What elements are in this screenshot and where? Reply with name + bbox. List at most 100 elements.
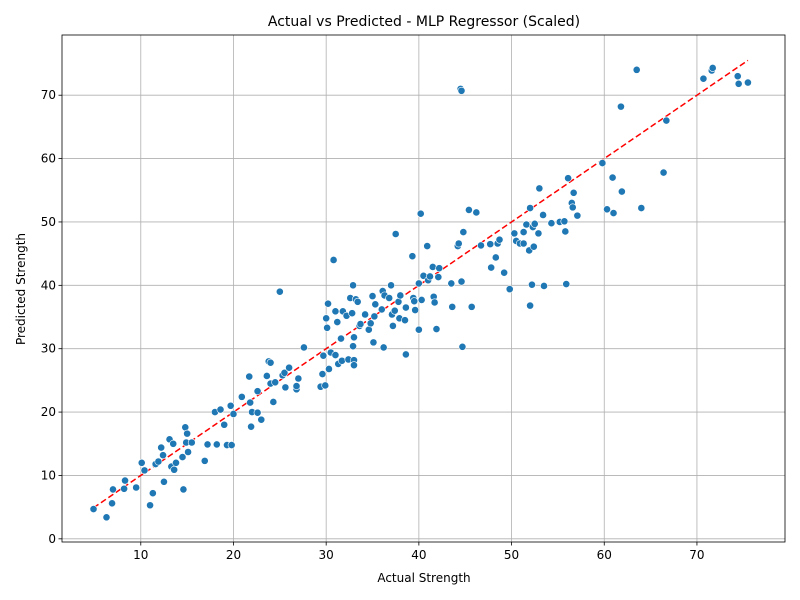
data-point xyxy=(178,453,187,461)
data-point xyxy=(266,358,275,367)
x-tick-label: 60 xyxy=(597,548,612,562)
data-point xyxy=(458,342,467,351)
y-tick-label: 0 xyxy=(48,532,56,546)
data-point xyxy=(148,489,157,498)
data-point xyxy=(294,374,303,383)
data-point xyxy=(632,65,641,74)
data-point xyxy=(430,298,439,307)
data-point xyxy=(410,297,419,306)
data-point xyxy=(459,228,468,236)
data-point xyxy=(247,422,255,431)
data-point xyxy=(423,242,432,250)
data-point xyxy=(603,205,611,214)
data-point xyxy=(169,439,178,448)
data-point xyxy=(172,458,180,467)
data-point xyxy=(408,252,417,261)
data-point xyxy=(617,187,626,196)
data-point xyxy=(377,305,386,314)
data-point xyxy=(519,228,528,236)
y-tick-label: 10 xyxy=(41,468,56,482)
data-point xyxy=(179,485,188,494)
data-point xyxy=(325,365,333,373)
data-point xyxy=(491,253,500,262)
data-point xyxy=(568,203,577,212)
data-point xyxy=(271,378,280,387)
data-point xyxy=(318,370,327,378)
data-point xyxy=(569,188,578,197)
y-tick-label: 20 xyxy=(41,405,56,419)
data-point xyxy=(321,381,330,390)
data-point xyxy=(435,264,444,273)
data-point xyxy=(108,499,116,508)
data-point xyxy=(154,457,163,466)
data-point xyxy=(699,74,708,83)
data-point xyxy=(530,219,539,228)
data-point xyxy=(245,372,254,381)
data-point xyxy=(457,277,466,286)
data-point xyxy=(547,219,556,228)
data-point xyxy=(331,307,340,316)
y-tick-label: 50 xyxy=(41,215,56,229)
data-point xyxy=(540,282,548,290)
x-tick-label: 70 xyxy=(689,548,704,562)
data-point xyxy=(526,204,534,212)
y-tick-label: 70 xyxy=(41,88,56,102)
data-point xyxy=(744,78,752,87)
data-point xyxy=(411,306,420,314)
data-point xyxy=(262,372,271,380)
x-tick-label: 40 xyxy=(411,548,426,562)
data-point xyxy=(337,334,345,343)
y-tick-label: 30 xyxy=(41,342,56,356)
data-point xyxy=(184,448,192,456)
data-point xyxy=(132,483,141,492)
data-point xyxy=(598,159,607,167)
data-point xyxy=(229,410,238,418)
data-point xyxy=(300,343,308,352)
y-tick-label: 60 xyxy=(41,152,56,166)
data-point xyxy=(534,229,543,238)
data-point xyxy=(237,392,246,401)
data-point xyxy=(200,456,209,465)
data-point xyxy=(401,316,409,325)
data-point xyxy=(216,405,225,414)
data-point xyxy=(609,209,618,217)
data-point xyxy=(89,505,98,513)
data-point xyxy=(220,420,229,429)
data-point xyxy=(369,338,378,347)
data-point xyxy=(281,383,290,392)
data-point xyxy=(292,382,301,390)
data-point xyxy=(120,484,129,493)
y-axis-label: Predicted Strength xyxy=(14,233,28,345)
x-tick-label: 50 xyxy=(504,548,519,562)
data-point xyxy=(733,72,742,81)
data-point xyxy=(140,466,149,475)
data-point xyxy=(253,408,262,417)
data-point xyxy=(401,303,410,312)
data-point xyxy=(322,314,331,323)
chart-title: Actual vs Predicted - MLP Regressor (Sca… xyxy=(268,14,580,30)
data-point xyxy=(637,204,646,212)
x-tick-label: 10 xyxy=(133,548,148,562)
data-point xyxy=(390,306,399,315)
data-point xyxy=(560,217,569,226)
data-point xyxy=(187,438,196,447)
data-point xyxy=(448,302,457,311)
data-point xyxy=(487,263,496,272)
data-point xyxy=(349,342,357,351)
data-point xyxy=(522,220,531,229)
data-point xyxy=(387,281,395,290)
data-point xyxy=(539,211,547,219)
data-point xyxy=(510,229,519,238)
data-point xyxy=(608,173,617,182)
data-point xyxy=(121,476,129,485)
data-point xyxy=(275,287,284,296)
data-point xyxy=(617,102,625,111)
data-point xyxy=(391,230,400,238)
grid-lines xyxy=(62,35,785,542)
data-point xyxy=(227,441,236,449)
data-point xyxy=(467,302,476,311)
data-point xyxy=(426,272,434,281)
data-point xyxy=(323,323,331,332)
data-point xyxy=(465,206,473,214)
data-point xyxy=(528,280,536,289)
